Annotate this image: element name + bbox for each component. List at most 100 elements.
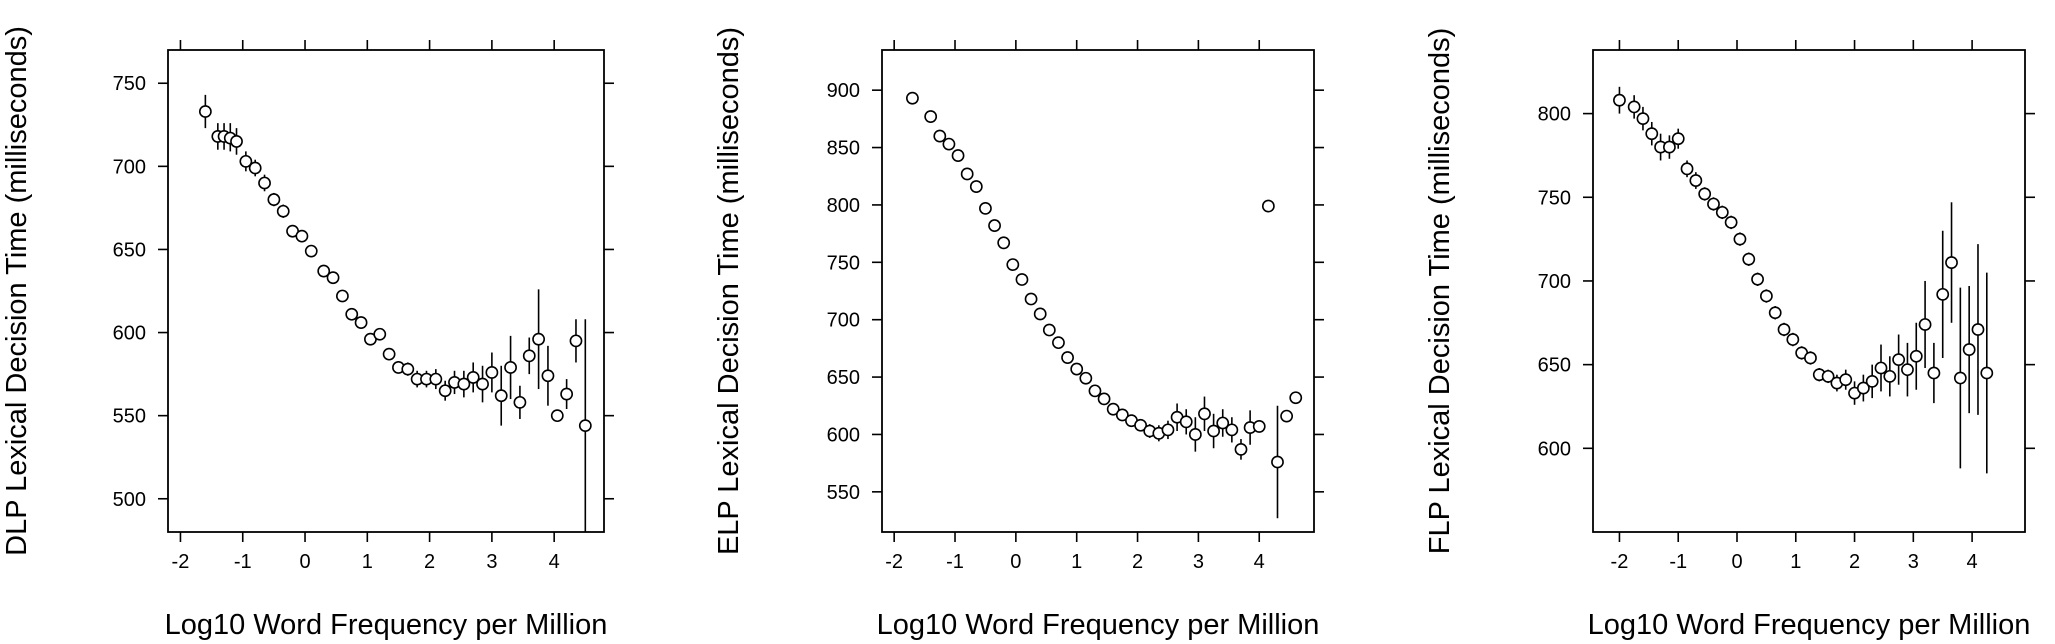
dlp-data-point <box>354 316 368 329</box>
elp-data-point <box>951 149 965 162</box>
flp-data-point <box>1751 272 1764 286</box>
flp-y-tick-label: 650 <box>1538 355 1571 377</box>
elp-x-tick-label: 0 <box>1010 551 1021 573</box>
elp-data-point <box>988 219 1001 232</box>
flp-data-point <box>1971 323 1985 336</box>
flp-x-tick-label: 3 <box>1908 551 1919 573</box>
dlp-data-point <box>429 372 443 386</box>
dlp-data-point <box>267 193 281 206</box>
elp-data-point <box>924 110 938 123</box>
elp-data-point <box>1216 416 1230 430</box>
elp-y-tick-label: 700 <box>827 310 860 332</box>
elp-data-point <box>1079 371 1093 385</box>
flp-data-point <box>1613 93 1626 107</box>
dlp-data-point <box>485 366 499 379</box>
elp-y-axis-title: ELP Lexical Decision Time (milliseconds) <box>713 27 745 555</box>
dlp-data-point <box>276 204 290 218</box>
dlp-data-point <box>326 271 340 285</box>
flp-x-axis-title: Log10 Word Frequency per Million <box>1588 609 2031 641</box>
dlp-data-point <box>504 361 517 374</box>
dlp-data-point <box>550 409 564 423</box>
flp-data-point <box>1742 252 1756 266</box>
dlp-data-point <box>335 289 349 303</box>
flp-y-tick-label: 750 <box>1538 187 1571 209</box>
flp-data-point <box>1733 232 1747 246</box>
flp-data-point <box>1980 366 1994 380</box>
dlp-data-point <box>438 384 452 398</box>
dlp-x-tick-label: 2 <box>424 551 435 573</box>
elp-data-point <box>1024 292 1038 306</box>
elp-data-point <box>1225 423 1239 437</box>
flp-data-point <box>1892 353 1906 367</box>
dlp-data-point <box>258 176 271 190</box>
dlp-data-point <box>476 377 489 391</box>
dlp-data-point <box>317 264 331 278</box>
elp-y-tick-label: 550 <box>827 482 860 504</box>
elp-axis-ticks: -2 -1 0 1 2 3 4 550 600 650 700 750 800 850 900 <box>827 40 1324 573</box>
dlp-x-tick-label: -1 <box>234 551 252 573</box>
flp-data-point <box>1953 371 1967 385</box>
elp-x-tick-label: 1 <box>1071 551 1082 573</box>
elp-x-axis-title: Log10 Word Frequency per Million <box>877 609 1320 641</box>
flp-data-point <box>1777 323 1791 336</box>
flp-y-tick-label: 700 <box>1538 271 1571 293</box>
elp-data-marks <box>906 91 1303 519</box>
dlp-data-point <box>532 332 545 346</box>
elp-data-point <box>1106 402 1120 416</box>
flp-data-point <box>1901 363 1914 377</box>
dlp-x-tick-label: 4 <box>549 551 560 573</box>
flp-x-tick-label: 0 <box>1731 551 1742 573</box>
flp-data-point <box>1918 318 1932 331</box>
elp-data-point <box>1280 409 1294 423</box>
elp-data-point <box>1188 428 1202 441</box>
dlp-data-point <box>494 389 508 403</box>
dlp-data-point <box>345 307 359 321</box>
dlp-data-point <box>578 419 592 433</box>
flp-data-point <box>1883 369 1897 383</box>
flp-data-point <box>1724 215 1738 229</box>
flp-data-point <box>1821 369 1835 383</box>
elp-data-point <box>906 91 919 105</box>
flp-data-point <box>1839 373 1853 387</box>
elp-x-tick-label: 3 <box>1193 551 1204 573</box>
panel-flp: -2 -1 0 1 2 3 4 600 650 700 750 800 Log10 Word Freq… <box>1424 28 2035 641</box>
elp-data-point <box>1115 408 1129 422</box>
elp-data-point <box>1252 420 1266 433</box>
dlp-data-point <box>522 349 536 363</box>
dlp-data-point <box>198 105 212 118</box>
dlp-y-tick-label: 500 <box>113 489 146 511</box>
flp-data-point <box>1768 306 1782 320</box>
dlp-data-point <box>304 244 318 258</box>
elp-data-point <box>1134 418 1147 432</box>
flp-data-point <box>1698 187 1712 201</box>
dlp-data-point <box>513 395 527 409</box>
elp-data-point <box>933 129 947 143</box>
dlp-data-point <box>457 377 471 391</box>
elp-data-point <box>997 236 1011 250</box>
flp-data-point <box>1804 351 1817 365</box>
flp-x-tick-label: 2 <box>1849 551 1860 573</box>
flp-data-point <box>1856 381 1870 395</box>
elp-data-point <box>1042 323 1056 337</box>
flp-y-axis-title: FLP Lexical Decision Time (milliseconds) <box>1424 28 1456 554</box>
dlp-x-tick-label: 0 <box>299 551 310 573</box>
dlp-y-tick-label: 750 <box>113 73 146 95</box>
dlp-data-marks <box>198 94 592 532</box>
flp-data-point <box>1936 287 1950 301</box>
elp-data-point <box>960 167 974 181</box>
elp-data-point <box>1179 415 1193 429</box>
elp-x-tick-label: 4 <box>1254 551 1265 573</box>
flp-data-point <box>1786 333 1800 346</box>
dlp-x-tick-label: 1 <box>362 551 373 573</box>
dlp-data-point <box>560 387 574 401</box>
dlp-data-point <box>373 327 387 341</box>
flp-y-tick-label: 600 <box>1538 438 1571 460</box>
dlp-data-point <box>466 371 480 384</box>
panel-dlp: -2 -1 0 1 2 3 4 500 550 600 650 700 750 Log10 Word F… <box>1 26 614 641</box>
flp-x-tick-label: -2 <box>1611 551 1629 573</box>
flp-data-point <box>1707 197 1720 211</box>
elp-data-point <box>1006 258 1020 272</box>
flp-data-point <box>1874 361 1888 375</box>
dlp-plot-frame <box>167 49 605 533</box>
flp-data-point <box>1962 343 1976 356</box>
